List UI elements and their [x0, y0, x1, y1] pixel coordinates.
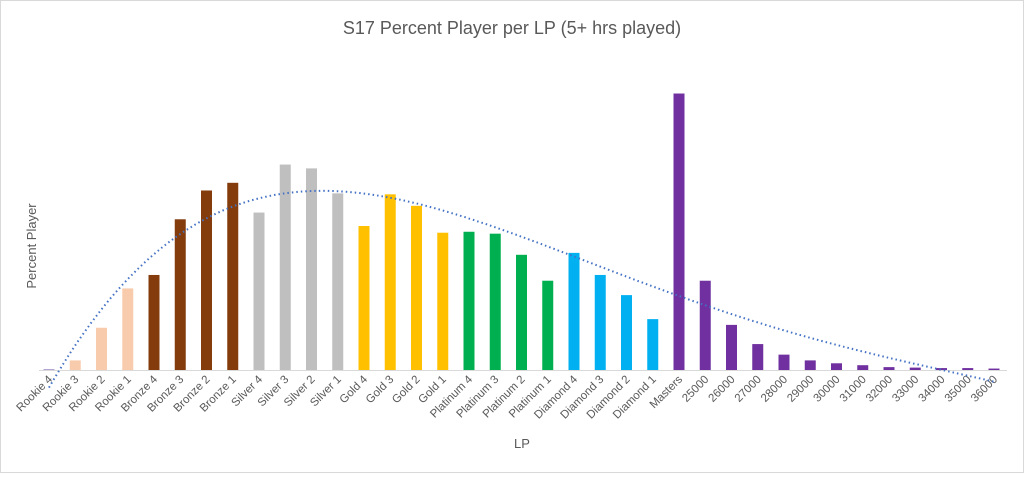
bar-silver-3: [279, 164, 291, 370]
bar-bronze-4: [148, 274, 160, 370]
bar-rookie-2: [96, 327, 107, 370]
bar-32000: [883, 367, 895, 370]
bar-26000: [726, 324, 737, 370]
bar-platinum-1: [542, 280, 554, 370]
bar-36000: [988, 368, 1000, 370]
bar-31000: [857, 365, 869, 370]
bar-platinum-4: [463, 231, 475, 370]
x-tick-label: 33000: [890, 374, 921, 405]
bar-diamond-1: [647, 319, 659, 370]
bar-gold-4: [358, 226, 370, 370]
bar-35000: [962, 368, 974, 370]
bar-33000: [909, 367, 921, 370]
x-tick-label: 26000: [707, 374, 738, 405]
x-axis-label: LP: [514, 436, 530, 451]
bar-rookie-3: [69, 360, 81, 370]
bar-29000: [804, 360, 816, 370]
bar-27000: [752, 344, 764, 370]
bar-platinum-3: [489, 233, 501, 370]
bar-silver-4: [253, 212, 265, 370]
x-tick-label: 29000: [785, 374, 816, 405]
x-tick-label: 32000: [864, 374, 895, 405]
x-tick-label: Gold 2: [390, 374, 422, 406]
x-tick-label: 28000: [759, 374, 790, 405]
bar-gold-1: [437, 232, 449, 370]
bar-silver-1: [332, 193, 344, 370]
bar-25000: [699, 280, 711, 370]
x-tick-label: 35000: [943, 374, 974, 405]
bar-gold-2: [411, 205, 422, 370]
bar-rookie-4: [43, 369, 55, 371]
bar-diamond-3: [594, 274, 606, 370]
bar-bronze-3: [174, 219, 186, 370]
bar-masters: [673, 93, 685, 371]
x-tick-label: 30000: [812, 374, 843, 405]
bar-platinum-2: [516, 254, 527, 370]
x-tick-label: 31000: [838, 374, 869, 405]
y-axis-label: Percent Player: [24, 203, 39, 289]
bar-bronze-2: [201, 190, 212, 370]
trendline: [48, 189, 995, 389]
bar-diamond-2: [621, 295, 632, 370]
bar-34000: [936, 368, 947, 370]
x-tick-label: Gold 4: [338, 373, 371, 406]
bar-rookie-1: [122, 288, 134, 370]
bar-28000: [778, 354, 790, 370]
bar-silver-2: [306, 168, 317, 370]
x-tick-label: 27000: [733, 374, 764, 405]
x-tick-label: 36000: [969, 374, 1000, 405]
bar-bronze-1: [227, 182, 239, 370]
bar-gold-3: [384, 194, 396, 370]
x-tick-label: 34000: [917, 374, 948, 405]
bar-diamond-4: [568, 252, 580, 370]
x-tick-label: 25000: [680, 374, 711, 405]
chart-title: S17 Percent Player per LP (5+ hrs played…: [343, 18, 681, 38]
x-tick-label: Gold 3: [364, 374, 396, 406]
bar-30000: [831, 363, 842, 370]
